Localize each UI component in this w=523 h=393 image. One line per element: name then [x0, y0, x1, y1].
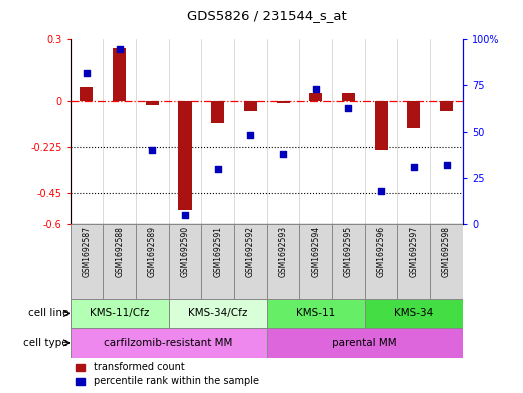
Text: GSM1692589: GSM1692589: [148, 226, 157, 277]
Point: [410, 163, 418, 170]
Text: GSM1692593: GSM1692593: [279, 226, 288, 277]
Text: GSM1692591: GSM1692591: [213, 226, 222, 277]
Text: carfilzomib-resistant MM: carfilzomib-resistant MM: [105, 338, 233, 348]
Point: [279, 151, 287, 157]
Bar: [178, 101, 191, 209]
Text: GSM1692598: GSM1692598: [442, 226, 451, 277]
Bar: [309, 93, 322, 101]
Bar: [136, 224, 168, 299]
Point: [181, 211, 189, 218]
Text: cell type: cell type: [24, 338, 68, 348]
Point: [116, 45, 124, 51]
Bar: [244, 101, 257, 111]
Bar: [397, 224, 430, 299]
Bar: [365, 299, 463, 328]
Text: KMS-11/Cfz: KMS-11/Cfz: [90, 309, 150, 318]
Bar: [277, 101, 290, 103]
Bar: [168, 299, 267, 328]
Bar: [113, 48, 126, 101]
Point: [246, 132, 255, 138]
Text: parental MM: parental MM: [333, 338, 397, 348]
Text: GSM1692592: GSM1692592: [246, 226, 255, 277]
Text: cell line: cell line: [28, 309, 68, 318]
Bar: [267, 328, 463, 358]
Text: GSM1692594: GSM1692594: [311, 226, 320, 277]
Bar: [234, 224, 267, 299]
Point: [148, 147, 156, 153]
Bar: [71, 224, 104, 299]
Text: percentile rank within the sample: percentile rank within the sample: [94, 376, 258, 386]
Point: [312, 86, 320, 92]
Bar: [299, 224, 332, 299]
Point: [213, 165, 222, 172]
Bar: [332, 224, 365, 299]
Text: GSM1692595: GSM1692595: [344, 226, 353, 277]
Text: KMS-11: KMS-11: [296, 309, 335, 318]
Text: GSM1692590: GSM1692590: [180, 226, 189, 277]
Point: [83, 70, 91, 76]
Text: GDS5826 / 231544_s_at: GDS5826 / 231544_s_at: [187, 9, 347, 22]
Bar: [104, 224, 136, 299]
Bar: [374, 101, 388, 150]
Bar: [365, 224, 397, 299]
Point: [442, 162, 451, 168]
Text: transformed count: transformed count: [94, 362, 185, 372]
Bar: [267, 224, 299, 299]
Bar: [430, 224, 463, 299]
Bar: [201, 224, 234, 299]
Bar: [267, 299, 365, 328]
Bar: [440, 101, 453, 111]
Bar: [342, 93, 355, 101]
Bar: [81, 86, 94, 101]
Bar: [71, 299, 168, 328]
Bar: [168, 224, 201, 299]
Text: GSM1692587: GSM1692587: [83, 226, 92, 277]
Text: GSM1692588: GSM1692588: [115, 226, 124, 277]
Text: GSM1692597: GSM1692597: [410, 226, 418, 277]
Text: KMS-34/Cfz: KMS-34/Cfz: [188, 309, 247, 318]
Bar: [71, 328, 267, 358]
Bar: [211, 101, 224, 123]
Text: GSM1692596: GSM1692596: [377, 226, 385, 277]
Point: [344, 105, 353, 111]
Point: [377, 187, 385, 194]
Bar: [146, 101, 159, 105]
Text: KMS-34: KMS-34: [394, 309, 434, 318]
Bar: [407, 101, 420, 128]
